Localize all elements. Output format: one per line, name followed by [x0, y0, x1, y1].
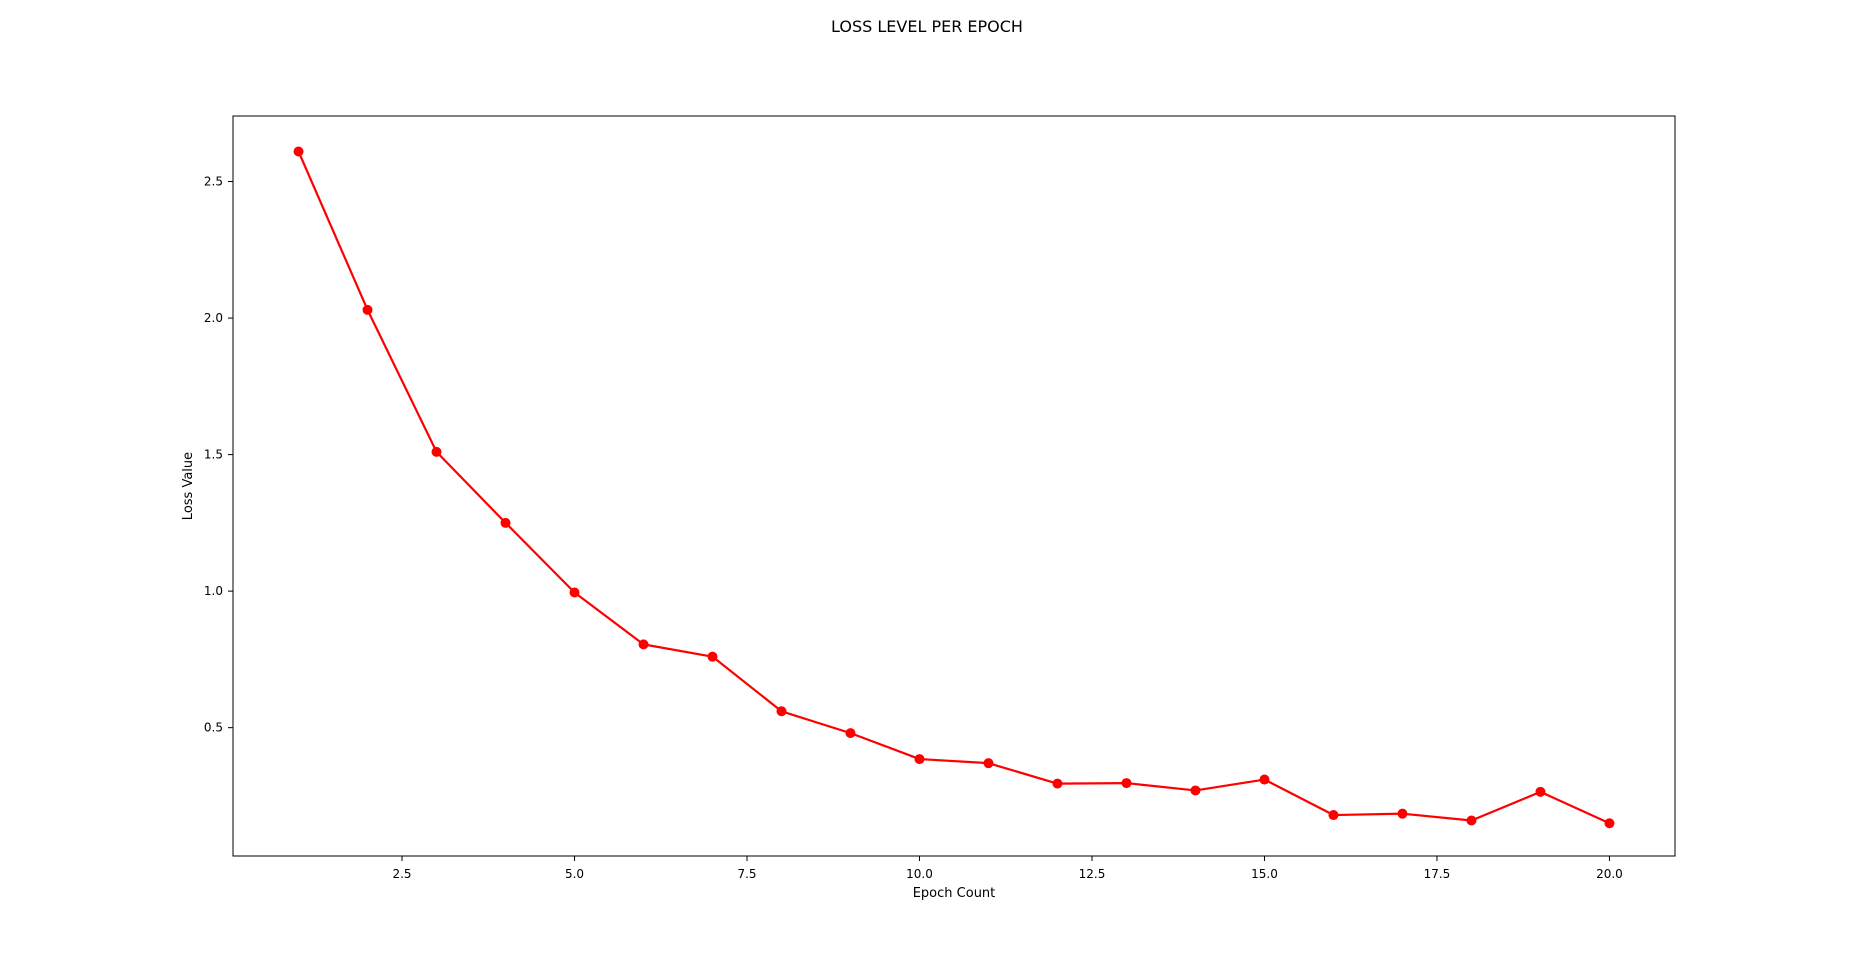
x-tick-label: 20.0: [1596, 867, 1623, 881]
loss-data-point: [1259, 774, 1270, 785]
y-tick-label: 1.5: [204, 448, 223, 462]
x-axis-label: Epoch Count: [913, 886, 996, 901]
x-tick-label: 17.5: [1424, 867, 1451, 881]
x-axis-ticks: 2.5 5.0 7.5 10.0 12.5 15.0 17.5 20.0: [392, 856, 1623, 881]
loss-data-point: [776, 706, 787, 717]
axes-frame: [232, 115, 1676, 857]
loss-data-point: [1535, 786, 1546, 797]
loss-data-point: [638, 639, 649, 650]
loss-data-point: [569, 587, 580, 598]
loss-data-point: [293, 146, 304, 157]
loss-data-point: [1052, 778, 1063, 789]
loss-data-point: [914, 754, 925, 765]
loss-data-point: [1397, 808, 1408, 819]
x-tick-label: 2.5: [392, 867, 411, 881]
loss-data-point: [983, 758, 994, 769]
loss-data-point: [431, 446, 442, 457]
y-axis-ticks: 0.5 1.0 1.5 2.0 2.5: [204, 175, 233, 735]
loss-data-point: [845, 728, 856, 739]
loss-data-point: [1466, 815, 1477, 826]
y-tick-label: 1.0: [204, 584, 223, 598]
x-tick-label: 5.0: [565, 867, 584, 881]
x-tick-label: 15.0: [1251, 867, 1278, 881]
loss-data-point: [707, 651, 718, 662]
loss-series-line: [297, 151, 1610, 825]
y-tick-label: 2.0: [204, 311, 223, 325]
loss-data-point: [1328, 810, 1339, 821]
x-tick-label: 10.0: [906, 867, 933, 881]
y-tick-label: 0.5: [204, 721, 223, 735]
x-tick-label: 7.5: [737, 867, 756, 881]
loss-data-point: [1604, 818, 1615, 829]
chart-title: LOSS LEVEL PER EPOCH: [831, 17, 1023, 36]
x-tick-label: 12.5: [1079, 867, 1106, 881]
loss-data-point: [1190, 785, 1201, 796]
y-axis-label: Loss Value: [181, 452, 196, 520]
loss-data-point: [500, 517, 511, 528]
loss-data-point: [1121, 778, 1132, 789]
plot-area: 2.5 5.0 7.5 10.0 12.5 15.0 17.5 20.0 0.5 1.0 1.5 2…: [204, 115, 1676, 881]
series-layer: [293, 146, 1615, 829]
y-tick-label: 2.5: [204, 175, 223, 189]
loss-data-point: [362, 304, 373, 315]
